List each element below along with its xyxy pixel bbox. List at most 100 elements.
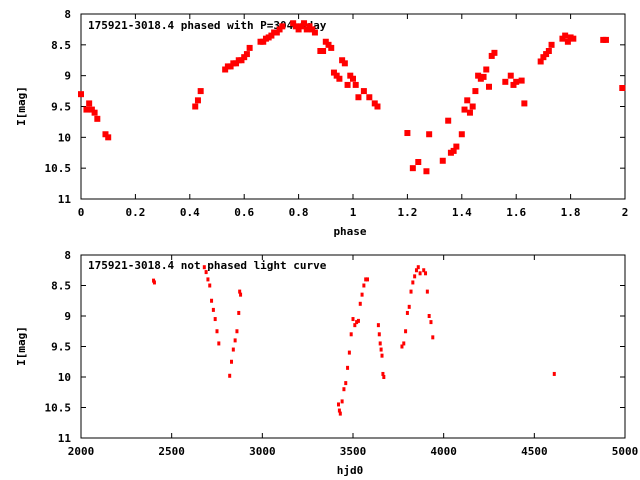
unphased-data-point	[400, 344, 404, 349]
unphased-data-point	[346, 365, 350, 370]
unphased-light-curve-plot: 175921-3018.4 not phased light curve hjd…	[15, 249, 638, 477]
phased-data-point	[344, 81, 351, 88]
phased-data-point	[461, 106, 468, 113]
unphased-data-point	[405, 310, 409, 315]
phased-plot-title: 175921-3018.4 phased with P=304.0day	[88, 19, 327, 32]
phased-data-point	[507, 72, 514, 79]
phased-data-point	[298, 23, 305, 30]
unphased-data-point	[353, 323, 357, 328]
unphased-data-point	[238, 289, 242, 294]
phased-data-point	[86, 100, 93, 107]
unphased-data-point	[211, 307, 215, 312]
phased-data-point	[325, 41, 332, 48]
unphased-data-point	[208, 283, 212, 288]
phased-data-point	[94, 115, 101, 122]
phased-data-point	[227, 63, 234, 70]
phased-data-point	[374, 103, 381, 110]
phased-data-point	[513, 78, 520, 85]
phased-x-tick-label: 1.8	[561, 206, 581, 219]
phased-data-point	[83, 106, 90, 113]
phased-data-point	[311, 29, 318, 36]
unphased-data-point	[206, 277, 210, 282]
phased-x-tick-label: 0.6	[234, 206, 254, 219]
unphased-y-tick-label: 10	[58, 371, 71, 384]
phased-data-point	[439, 157, 446, 164]
phased-plot-frame	[80, 13, 626, 200]
unphased-data-point	[407, 304, 411, 309]
unphased-data-point	[366, 277, 370, 282]
phased-data-point	[404, 130, 411, 137]
unphased-x-tick-label: 3500	[340, 445, 367, 458]
phased-data-point	[352, 81, 359, 88]
unphased-data-point	[347, 350, 351, 355]
phased-data-point	[295, 26, 302, 33]
phased-data-point	[562, 32, 569, 39]
phased-x-tick-label: 1	[350, 206, 357, 219]
phased-data-point	[445, 117, 452, 124]
phased-data-point	[510, 81, 517, 88]
unphased-data-point	[362, 283, 366, 288]
phased-data-point	[341, 60, 348, 67]
phased-data-point	[559, 35, 566, 42]
unphased-data-point	[378, 341, 382, 346]
unphased-data-point	[237, 310, 241, 315]
phased-y-tick-label: 10.5	[45, 162, 72, 175]
phased-data-point	[309, 26, 316, 33]
unphased-plot-ylabel: I[mag]	[15, 326, 28, 366]
unphased-data-point	[404, 329, 408, 334]
phased-data-point	[360, 88, 367, 95]
phased-data-point	[423, 168, 430, 175]
phased-data-point	[483, 66, 490, 73]
phased-x-tick-label: 0.4	[180, 206, 200, 219]
phased-data-point	[233, 60, 240, 67]
phased-data-point	[306, 23, 313, 30]
phased-data-point	[347, 72, 354, 79]
phased-data-point	[355, 94, 362, 101]
unphased-data-point	[355, 320, 359, 325]
unphased-data-point	[215, 329, 219, 334]
unphased-data-point	[380, 353, 384, 358]
unphased-data-point	[337, 408, 341, 413]
unphased-y-tick-label: 11	[58, 432, 72, 445]
phased-data-point	[197, 88, 204, 95]
unphased-data-point	[152, 280, 156, 285]
unphased-y-tick-label: 9	[64, 310, 71, 323]
unphased-plot-xlabel: hjd0	[337, 464, 364, 477]
phased-data-point	[415, 159, 422, 165]
phased-data-point	[469, 103, 476, 110]
phased-data-point	[301, 20, 308, 27]
phased-data-point	[486, 83, 492, 90]
phased-data-point	[543, 51, 550, 58]
phased-data-point	[339, 57, 346, 64]
unphased-data-point	[552, 371, 556, 376]
unphased-data-point	[416, 265, 420, 270]
unphased-y-tick-label: 8	[64, 249, 71, 262]
unphased-data-point	[414, 268, 418, 273]
phased-y-tick-label: 9	[64, 70, 71, 83]
unphased-data-point	[377, 332, 381, 337]
phased-data-point	[192, 103, 199, 110]
phased-x-tick-label: 1.4	[452, 206, 472, 219]
unphased-data-point	[204, 270, 208, 275]
phased-data-point	[540, 54, 547, 61]
phased-x-tick-label: 1.6	[506, 206, 526, 219]
phased-data-point	[480, 73, 487, 80]
unphased-data-point	[210, 298, 214, 303]
unphased-data-point	[382, 375, 386, 379]
phased-data-point	[366, 94, 373, 101]
unphased-data-point	[231, 347, 235, 352]
phased-data-point	[545, 48, 552, 54]
phased-data-point	[194, 97, 201, 104]
phased-data-point	[273, 29, 280, 36]
phased-data-point	[450, 147, 457, 154]
unphased-data-point	[381, 371, 385, 376]
unphased-data-point	[217, 341, 221, 346]
unphased-y-tick-label: 10.5	[45, 402, 72, 415]
phased-data-point	[279, 23, 286, 30]
phased-data-point	[502, 78, 509, 85]
phased-data-point	[88, 106, 95, 113]
unphased-data-point	[411, 280, 415, 285]
phased-light-curve-plot: 175921-3018.4 phased with P=304.0day pha…	[15, 8, 628, 238]
phased-data-point	[330, 69, 337, 76]
